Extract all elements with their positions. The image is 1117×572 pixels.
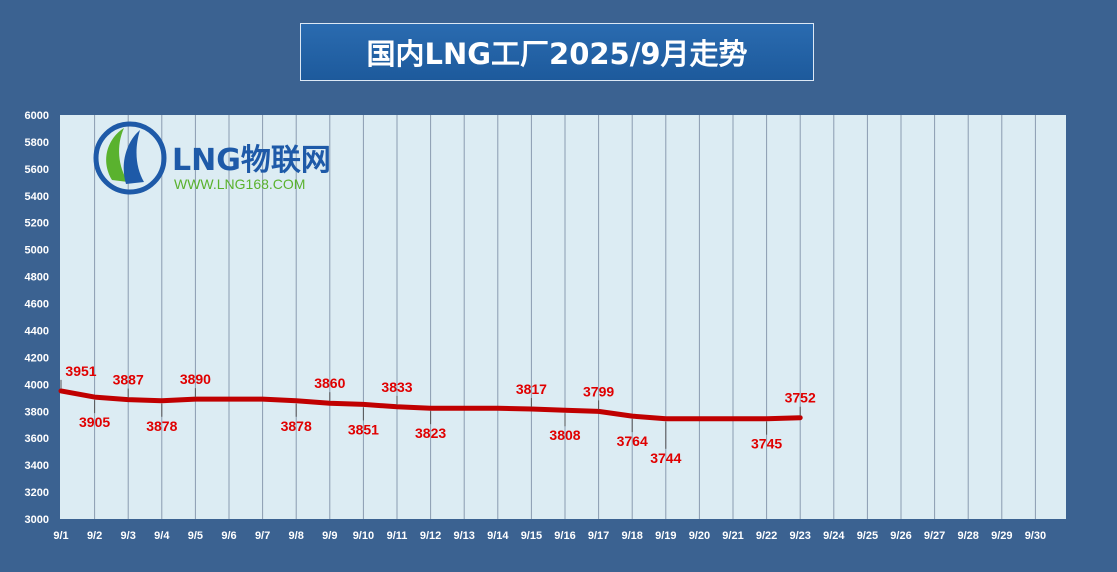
data-label: 3744 — [650, 450, 681, 466]
data-label: 3808 — [549, 427, 580, 443]
x-tick-label: 9/29 — [991, 530, 1012, 542]
data-label: 3752 — [785, 390, 816, 406]
x-tick-label: 9/11 — [387, 530, 408, 542]
chart-title: 国内LNG工厂2025/9月走势 — [366, 37, 748, 71]
data-label: 3745 — [751, 436, 782, 452]
data-label: 3823 — [415, 425, 446, 441]
data-label: 3799 — [583, 383, 614, 399]
x-tick-label: 9/25 — [857, 530, 878, 542]
data-label: 3764 — [617, 433, 648, 449]
grid-lines — [94, 115, 1036, 519]
x-tick-label: 9/3 — [121, 530, 136, 542]
x-tick-label: 9/27 — [924, 530, 945, 542]
y-tick-label: 5600 — [25, 164, 49, 176]
chart-title-box: 国内LNG工厂2025/9月走势 — [300, 23, 814, 81]
x-tick-label: 9/17 — [588, 530, 609, 542]
y-tick-label: 3200 — [25, 487, 49, 499]
data-labels: 3951 3905 3887 3878 3890 3878 3860 3851 3833 3823… — [65, 363, 816, 466]
x-tick-label: 9/21 — [722, 530, 743, 542]
label-leaders — [60, 379, 801, 449]
y-tick-label: 4800 — [25, 272, 49, 284]
x-tick-label: 9/6 — [221, 530, 236, 542]
x-axis: 9/1 9/2 9/3 9/4 9/5 9/6 9/7 9/8 9/9 9/10 9/11 9/12 9… — [53, 530, 1046, 542]
x-tick-label: 9/20 — [689, 530, 710, 542]
y-tick-label: 4000 — [25, 379, 49, 391]
y-tick-label: 6000 — [25, 110, 49, 122]
x-tick-label: 9/7 — [255, 530, 270, 542]
x-tick-label: 9/5 — [188, 530, 203, 542]
x-tick-label: 9/10 — [353, 530, 374, 542]
series-line — [58, 388, 803, 422]
data-label: 3890 — [180, 371, 211, 387]
plot-area — [60, 115, 1066, 519]
y-tick-label: 3600 — [25, 433, 49, 445]
y-axis: 3000 3200 3400 3600 3800 4000 4200 4400 4600 4800… — [25, 110, 49, 526]
x-tick-label: 9/14 — [487, 530, 509, 542]
x-tick-label: 9/22 — [756, 530, 777, 542]
x-tick-label: 9/23 — [789, 530, 810, 542]
x-tick-label: 9/4 — [154, 530, 170, 542]
y-tick-label: 5200 — [25, 218, 49, 230]
x-tick-label: 9/19 — [655, 530, 676, 542]
logo-mark-icon — [93, 121, 167, 195]
logo-url: WWW.LNG168.COM — [174, 176, 305, 192]
x-tick-label: 9/30 — [1025, 530, 1046, 542]
y-tick-label: 3000 — [25, 514, 49, 526]
x-tick-label: 9/26 — [890, 530, 911, 542]
y-tick-label: 5800 — [25, 137, 49, 149]
data-label: 3878 — [146, 418, 177, 434]
y-tick-label: 4600 — [25, 299, 49, 311]
x-tick-label: 9/9 — [322, 530, 337, 542]
x-tick-label: 9/24 — [823, 530, 845, 542]
data-label: 3905 — [79, 414, 110, 430]
y-tick-label: 3400 — [25, 460, 49, 472]
y-tick-label: 4400 — [25, 325, 49, 337]
data-label: 3887 — [113, 372, 144, 388]
x-tick-label: 9/1 — [53, 530, 68, 542]
data-label: 3851 — [348, 421, 379, 437]
data-label: 3817 — [516, 381, 547, 397]
y-tick-label: 4200 — [25, 352, 49, 364]
logo-name: LNG物联网 — [172, 143, 331, 178]
data-label: 3860 — [314, 375, 345, 391]
data-label: 3878 — [281, 418, 312, 434]
x-tick-label: 9/13 — [453, 530, 474, 542]
x-tick-label: 9/8 — [289, 530, 304, 542]
x-tick-label: 9/18 — [621, 530, 642, 542]
data-label: 3833 — [381, 379, 412, 395]
x-tick-label: 9/16 — [554, 530, 575, 542]
logo: LNG物联网 WWW.LNG168.COM — [93, 121, 331, 195]
y-tick-label: 3800 — [25, 406, 49, 418]
x-tick-label: 9/15 — [521, 530, 542, 542]
x-tick-label: 9/2 — [87, 530, 102, 542]
x-tick-label: 9/28 — [957, 530, 978, 542]
x-tick-label: 9/12 — [420, 530, 441, 542]
y-tick-label: 5000 — [25, 245, 49, 257]
data-label: 3951 — [65, 363, 96, 379]
y-tick-label: 5400 — [25, 191, 49, 203]
